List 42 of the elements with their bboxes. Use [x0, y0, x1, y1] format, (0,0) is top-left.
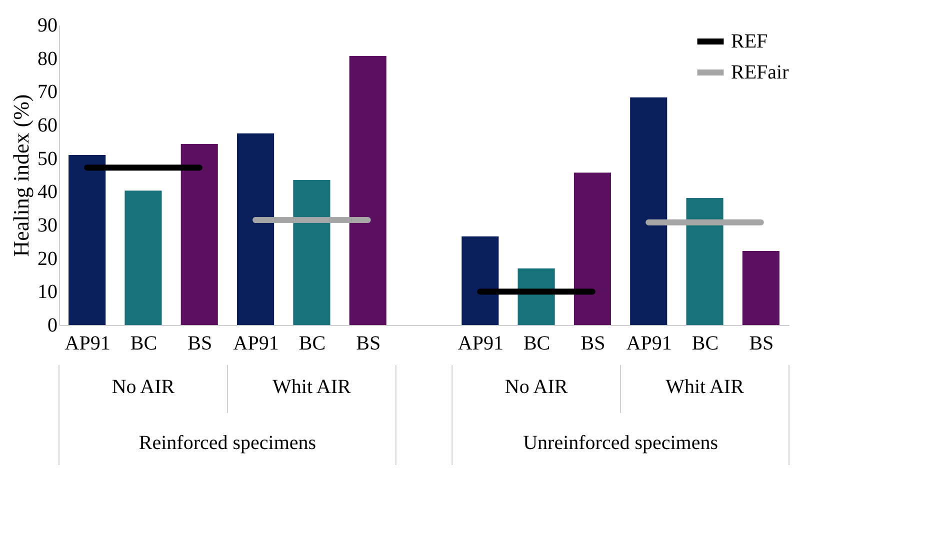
bar — [124, 190, 162, 325]
y-tick-label: 0 — [48, 314, 58, 336]
bar — [180, 144, 218, 325]
x-tick-label: BS — [580, 332, 606, 354]
bar — [630, 97, 668, 325]
y-axis-title: Healing index (%) — [8, 94, 34, 257]
bar — [237, 133, 274, 325]
bar — [68, 155, 106, 325]
text: No AIR — [112, 376, 176, 398]
x-tick-label: BC — [523, 332, 550, 354]
y-tick-label: 10 — [38, 281, 58, 304]
bar — [574, 172, 611, 325]
x-tick-label: BS — [356, 332, 381, 354]
y-tick-label: 50 — [38, 148, 58, 170]
x-tick-label: AP91 — [626, 332, 672, 354]
legend-label: REFair — [731, 62, 790, 84]
y-tick-label: 90 — [38, 14, 58, 36]
bar — [686, 198, 724, 325]
text: Unreinforced specimens — [523, 432, 718, 454]
bar — [742, 251, 780, 325]
y-tick-label: 40 — [38, 181, 58, 204]
x-tick-label: BC — [130, 332, 158, 354]
legend-label: REF — [731, 30, 768, 52]
x-tick-label: BS — [188, 332, 212, 354]
y-tick-label: 60 — [38, 114, 58, 136]
y-tick-label: 70 — [38, 81, 58, 104]
text: Reinforced specimens — [138, 432, 316, 454]
bar — [349, 56, 386, 325]
text: Whit AIR — [666, 376, 745, 398]
bar — [462, 236, 499, 325]
x-tick-label: BS — [749, 332, 774, 354]
y-tick-label: 80 — [38, 48, 58, 70]
x-tick-label: BC — [692, 332, 719, 354]
y-tick-label: 20 — [38, 248, 58, 270]
x-tick-label: AP91 — [64, 332, 110, 354]
text: Whit AIR — [272, 376, 352, 398]
text: No AIR — [504, 376, 568, 398]
bar — [293, 180, 330, 325]
x-tick-label: BC — [298, 332, 326, 354]
x-tick-label: AP91 — [458, 332, 504, 354]
y-tick-label: 30 — [38, 214, 58, 236]
x-tick-label: AP91 — [233, 332, 279, 354]
